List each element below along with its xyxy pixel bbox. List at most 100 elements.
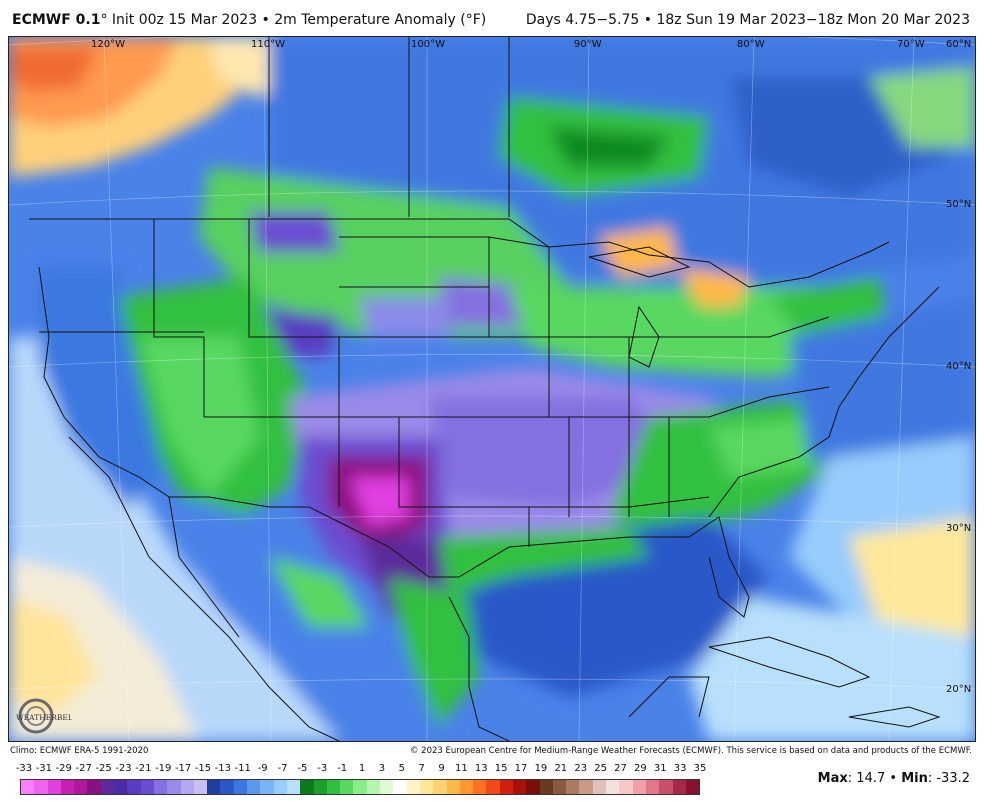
scale-swatch <box>566 780 580 794</box>
scale-swatch <box>207 780 221 794</box>
max-label: Max <box>817 771 848 786</box>
scale-swatch <box>180 780 194 794</box>
scale-tick-label: 23 <box>574 763 588 774</box>
min-label: Min <box>901 771 928 786</box>
scale-tick-label: 35 <box>693 763 707 774</box>
graticule <box>9 37 975 741</box>
color-scale: -33 -31 -29 -27 -25 -23 -21 -19 -17 -15 -13 -11 -9 -7… <box>14 763 707 803</box>
weatherbell-logo: WEATHERBELL <box>16 698 72 734</box>
scale-swatch <box>114 780 128 794</box>
max-value: : 14.7 <box>847 771 886 786</box>
scale-swatch <box>74 780 88 794</box>
stats-separator: • <box>885 771 902 786</box>
scale-swatch <box>526 780 540 794</box>
scale-swatch <box>539 780 553 794</box>
scale-swatch <box>366 780 381 794</box>
scale-swatch <box>87 780 101 794</box>
scale-swatch <box>393 780 407 794</box>
scale-swatch <box>140 780 154 794</box>
anomaly-map[interactable]: 120°W 110°W 100°W 90°W 80°W 70°W 60°N 50… <box>8 36 976 742</box>
scale-tick-label: 21 <box>554 763 568 774</box>
scale-swatch <box>672 780 686 794</box>
scale-tick-label: 15 <box>494 763 508 774</box>
political-boundaries <box>29 37 941 741</box>
scale-tick-label: 27 <box>614 763 627 774</box>
scale-tick-label: 1 <box>358 763 366 774</box>
lat-label-20n: 20°N <box>946 684 971 695</box>
scale-tick-label: -31 <box>35 763 53 774</box>
scale-swatch <box>353 780 367 794</box>
scale-tick-label: 5 <box>398 763 405 774</box>
scale-swatch <box>247 780 261 794</box>
scale-tick-label: -1 <box>337 763 348 774</box>
scale-swatch <box>380 780 394 794</box>
scale-swatch <box>313 780 327 794</box>
lon-label-120w: 120°W <box>91 39 125 50</box>
scale-swatch <box>21 780 35 794</box>
scale-tick-label: 9 <box>438 763 445 774</box>
lon-labels: 120°W 110°W 100°W 90°W 80°W 70°W <box>91 39 925 50</box>
scale-swatch <box>579 780 593 794</box>
scale-tick-label: 11 <box>455 763 468 774</box>
scale-tick-label: 19 <box>534 763 548 774</box>
model-degree: ° <box>100 12 108 28</box>
copyright-note: © 2023 European Centre for Medium-Range … <box>409 746 972 756</box>
scale-tick-label: 29 <box>633 763 647 774</box>
scale-tick-label: 13 <box>474 763 488 774</box>
lat-labels: 60°N 50°N 40°N 30°N 20°N <box>946 39 971 695</box>
scale-swatch <box>273 780 287 794</box>
scale-tick-label: -21 <box>135 763 152 774</box>
scale-swatch <box>499 780 513 794</box>
scale-tick-label: -3 <box>317 763 328 774</box>
scale-tick-label: 3 <box>378 763 386 774</box>
scale-swatch <box>645 780 660 794</box>
map-title: ECMWF 0.1° Init 00z 15 Mar 2023 • 2m Tem… <box>12 12 486 28</box>
lon-label-70w: 70°W <box>897 39 925 50</box>
scale-tick-label: -19 <box>155 763 172 774</box>
scale-swatch <box>406 780 420 794</box>
scale-swatch <box>592 780 607 794</box>
stats: Max: 14.7 • Min: -33.2 <box>818 771 970 786</box>
scale-swatch <box>127 780 141 794</box>
scale-tick-label: -23 <box>115 763 132 774</box>
scale-tick-label: 33 <box>673 763 687 774</box>
scale-tick-label: -9 <box>257 763 268 774</box>
scale-tick-label: 25 <box>594 763 607 774</box>
scale-tick-label: -7 <box>277 763 288 774</box>
scale-swatch <box>100 780 115 794</box>
scale-swatch <box>300 780 314 794</box>
scale-swatch <box>685 780 700 794</box>
scale-tick-label: -25 <box>95 763 112 774</box>
scale-tick-label: -27 <box>75 763 92 774</box>
logo-text: WEATHERBELL <box>16 713 72 722</box>
header: ECMWF 0.1° Init 00z 15 Mar 2023 • 2m Tem… <box>0 0 984 36</box>
lat-label-60n: 60°N <box>946 39 971 50</box>
model-name: ECMWF 0.1 <box>12 12 101 28</box>
scale-swatch <box>473 780 487 794</box>
scale-swatch <box>446 780 460 794</box>
scale-tick-label: 17 <box>514 763 528 774</box>
lon-label-90w: 90°W <box>574 39 602 50</box>
scale-swatch <box>60 780 75 794</box>
scale-tick-label: -17 <box>174 763 192 774</box>
scale-tick-label: -29 <box>55 763 72 774</box>
lat-label-50n: 50°N <box>946 199 971 210</box>
lon-label-80w: 80°W <box>737 39 765 50</box>
valid-period: Days 4.75−5.75 • 18z Sun 19 Mar 2023−18z… <box>525 12 970 28</box>
scale-tick-label: -5 <box>297 763 308 774</box>
scale-bar <box>20 779 700 795</box>
lat-label-40n: 40°N <box>946 361 971 372</box>
scale-tick-label: -11 <box>234 763 251 774</box>
lat-label-30n: 30°N <box>946 523 971 534</box>
scale-swatch <box>47 780 61 794</box>
scale-swatch <box>260 780 274 794</box>
scale-swatch <box>632 780 646 794</box>
scale-swatch <box>552 780 567 794</box>
anomaly-field <box>9 37 975 741</box>
scale-swatch <box>220 780 234 794</box>
scale-swatch <box>619 780 633 794</box>
scale-tick-label: -33 <box>15 763 33 774</box>
scale-swatch <box>340 780 354 794</box>
scale-tick-label: -15 <box>194 763 212 774</box>
min-value: : -33.2 <box>927 771 970 786</box>
